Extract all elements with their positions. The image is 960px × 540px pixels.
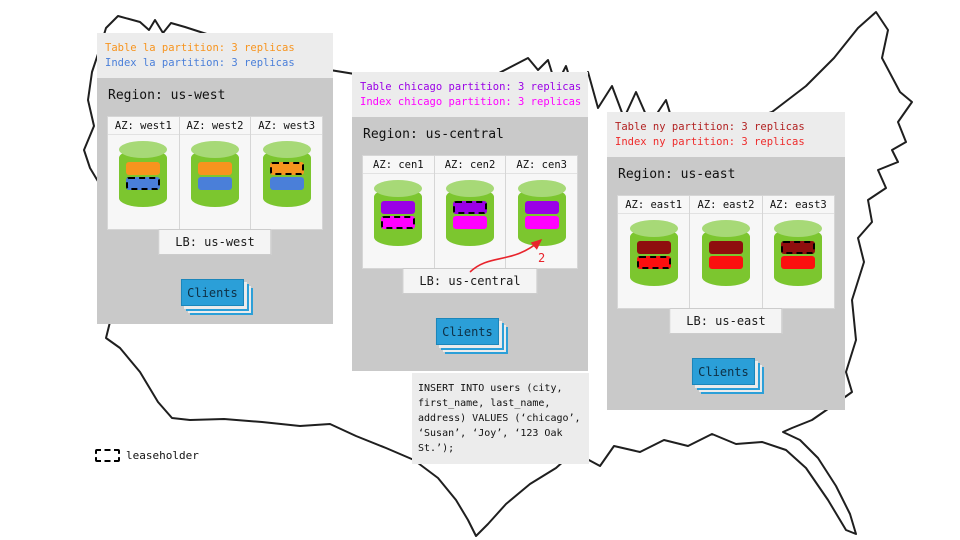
index-partition-note: Index ny partition: 3 replicas [615, 136, 805, 148]
database-cylinder [629, 220, 678, 286]
az-cen1: AZ: cen1 [362, 155, 435, 269]
table-replica-bar [524, 201, 559, 214]
az-label: AZ: west1 [108, 117, 179, 135]
cylinder-top [191, 141, 239, 158]
clients-button-us-central[interactable]: Clients [435, 318, 499, 345]
database-cylinder [191, 141, 239, 207]
index-replica-bar [269, 177, 304, 190]
region-title: Region: us-west [108, 88, 226, 103]
region-box-us-central: Region: us-central AZ: cen1 AZ: cen2 [352, 117, 588, 371]
clients-button-us-west[interactable]: Clients [180, 279, 244, 306]
partition-notes-us-central: Table chicago partition: 3 replicas Inde… [352, 72, 588, 117]
az-row: AZ: east1 AZ: east2 [617, 195, 835, 309]
cylinder-top [374, 180, 423, 197]
az-label: AZ: east3 [762, 196, 834, 214]
load-balancer-us-central: LB: us-central [402, 268, 538, 294]
cylinder-top [774, 220, 823, 237]
database-cylinder [517, 180, 566, 246]
table-partition-note: Table chicago partition: 3 replicas [360, 81, 582, 93]
az-east2: AZ: east2 [689, 195, 763, 309]
cylinder-top [517, 180, 566, 197]
index-replica-bar [524, 216, 559, 229]
region-panel-us-west: Table la partition: 3 replicas Index la … [97, 33, 333, 324]
az-west2: AZ: west2 [178, 116, 252, 230]
index-replica-bar [708, 256, 743, 269]
leaseholder-legend: leaseholder [95, 449, 199, 462]
table-replica-bar [269, 162, 304, 175]
database-cylinder [262, 141, 311, 207]
az-label: AZ: east2 [690, 196, 762, 214]
region-box-us-west: Region: us-west AZ: west1 AZ: west2 [97, 78, 333, 324]
sql-insert-note: INSERT INTO users (city, first_name, las… [412, 373, 589, 464]
database-cylinder [446, 180, 494, 246]
table-replica-bar [453, 201, 487, 214]
table-replica-bar [781, 241, 816, 254]
database-cylinder [701, 220, 750, 286]
az-cen3: AZ: cen3 [505, 155, 579, 269]
load-balancer-us-east: LB: us-east [669, 308, 783, 334]
table-replica-bar [126, 162, 161, 175]
clients-button-us-east[interactable]: Clients [691, 358, 755, 385]
table-partition-note: Table la partition: 3 replicas [105, 42, 295, 54]
region-title: Region: us-east [618, 167, 736, 182]
az-label: AZ: east1 [618, 196, 690, 214]
table-replica-bar [708, 241, 743, 254]
region-panel-us-central: Table chicago partition: 3 replicas Inde… [352, 72, 588, 371]
az-east1: AZ: east1 [617, 195, 691, 309]
partition-notes-us-west: Table la partition: 3 replicas Index la … [97, 33, 333, 78]
index-replica-bar [381, 216, 416, 229]
database-cylinder [119, 141, 168, 207]
az-west1: AZ: west1 [107, 116, 180, 230]
az-label: AZ: cen2 [434, 156, 506, 174]
leaseholder-swatch-icon [95, 449, 120, 462]
cylinder-top [629, 220, 678, 237]
index-replica-bar [126, 177, 161, 190]
database-cylinder [774, 220, 823, 286]
region-panel-us-east: Table ny partition: 3 replicas Index ny … [607, 112, 845, 410]
az-east3: AZ: east3 [761, 195, 835, 309]
index-replica-bar [636, 256, 671, 269]
az-label: AZ: cen3 [506, 156, 578, 174]
region-box-us-east: Region: us-east AZ: east1 AZ: east2 [607, 157, 845, 410]
cylinder-top [701, 220, 750, 237]
table-replica-bar [636, 241, 671, 254]
table-partition-note: Table ny partition: 3 replicas [615, 121, 805, 133]
az-label: AZ: west2 [179, 117, 251, 135]
index-partition-note: Index chicago partition: 3 replicas [360, 96, 582, 108]
leaseholder-legend-label: leaseholder [126, 449, 199, 462]
index-replica-bar [781, 256, 816, 269]
partition-notes-us-east: Table ny partition: 3 replicas Index ny … [607, 112, 845, 157]
az-cen2: AZ: cen2 [433, 155, 507, 269]
index-replica-bar [198, 177, 232, 190]
index-partition-note: Index la partition: 3 replicas [105, 57, 295, 69]
table-replica-bar [381, 201, 416, 214]
cylinder-top [119, 141, 168, 158]
load-balancer-us-west: LB: us-west [158, 229, 272, 255]
table-replica-bar [198, 162, 232, 175]
cylinder-top [262, 141, 311, 158]
az-label: AZ: cen1 [363, 156, 434, 174]
database-cylinder [374, 180, 423, 246]
az-row: AZ: cen1 AZ: cen2 [362, 155, 579, 269]
az-row: AZ: west1 AZ: west2 [107, 116, 324, 230]
az-label: AZ: west3 [251, 117, 323, 135]
index-replica-bar [453, 216, 487, 229]
region-title: Region: us-central [363, 127, 504, 142]
cylinder-top [446, 180, 494, 197]
az-west3: AZ: west3 [250, 116, 324, 230]
